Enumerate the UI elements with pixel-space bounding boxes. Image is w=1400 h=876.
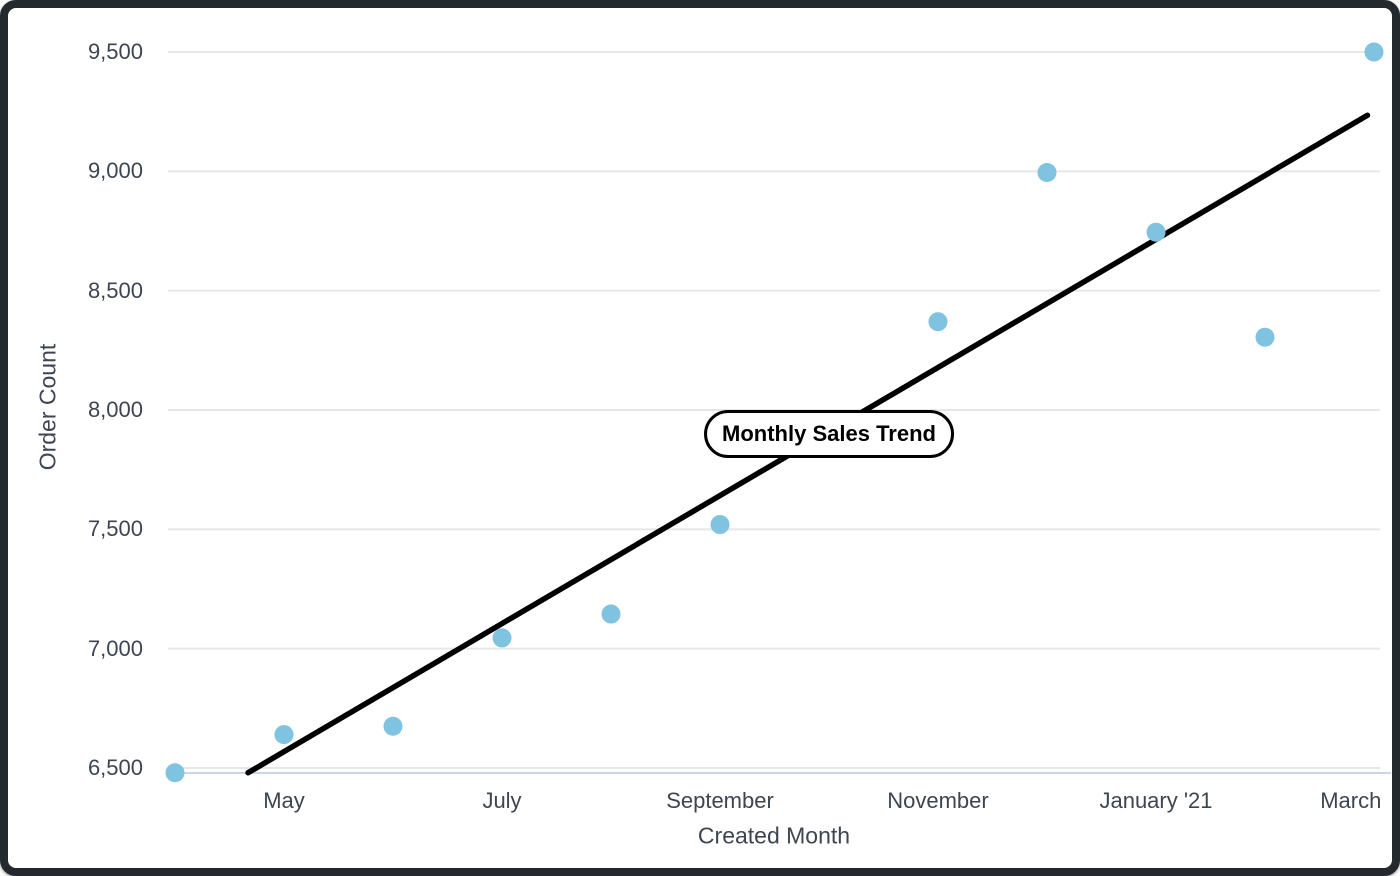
data-points	[165, 42, 1384, 783]
x-tick-label: January '21	[1099, 788, 1213, 813]
y-tick-label: 6,500	[87, 755, 143, 780]
data-point-jan-21[interactable]	[1146, 222, 1166, 242]
y-tick-label: 7,500	[87, 516, 143, 542]
x-tick-label: July	[482, 788, 522, 813]
chart-title: Monthly Sales Trend	[722, 420, 936, 446]
x-tick-label: March	[1320, 788, 1382, 813]
y-tick-label: 9,500	[87, 39, 143, 64]
x-axis-title: Created Month	[697, 822, 851, 849]
data-point-aug[interactable]	[601, 604, 621, 624]
data-point-jun[interactable]	[383, 716, 403, 736]
data-point-dec[interactable]	[1037, 163, 1057, 183]
chart-title-pill: Monthly Sales Trend	[704, 409, 954, 458]
y-tick-label: 8,500	[87, 277, 143, 303]
data-point-jul[interactable]	[492, 628, 512, 648]
y-tick-label: 7,000	[87, 635, 143, 661]
y-tick-label: 9,000	[87, 158, 143, 184]
x-tick-label: September	[666, 788, 774, 813]
data-point-apr-20[interactable]	[165, 763, 185, 783]
gridlines	[168, 51, 1380, 769]
y-tick-label: 8,000	[87, 397, 143, 422]
x-tick-label: November	[887, 788, 989, 813]
data-point-nov[interactable]	[928, 312, 948, 332]
data-point-mar[interactable]	[1364, 42, 1384, 62]
data-point-feb[interactable]	[1255, 327, 1275, 347]
x-tick-label: May	[263, 788, 305, 813]
data-point-may[interactable]	[274, 725, 294, 745]
data-point-sep[interactable]	[710, 515, 730, 535]
